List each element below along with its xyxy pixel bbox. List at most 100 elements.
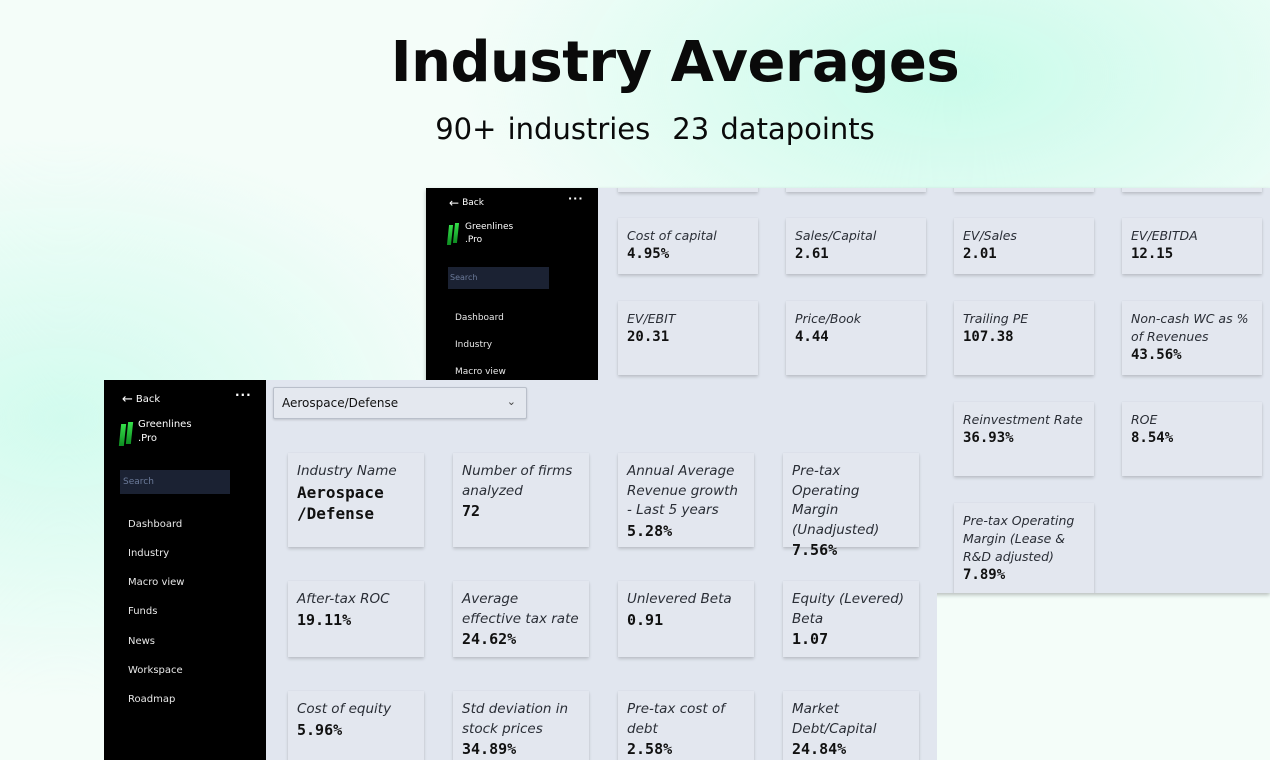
industry-select-value: Aerospace/Defense — [282, 396, 399, 410]
metric-card-industry-name: Industry Name Aerospace /Defense — [288, 453, 424, 547]
sidebar-item-macro-view[interactable]: Macro view — [128, 577, 185, 588]
metric-card-market-debt-capital: Market Debt/Capital 24.84% — [783, 691, 919, 760]
metric-value: 34.89% — [462, 740, 517, 758]
metric-value: 2.58% — [627, 740, 673, 758]
sidebar-item-news[interactable]: News — [128, 636, 156, 647]
metric-card — [1122, 188, 1262, 192]
metric-value: 5.28% — [627, 521, 673, 540]
metric-label: Trailing PE — [963, 311, 1029, 326]
metric-label: Cost of equity — [297, 701, 392, 717]
more-dots-icon[interactable]: ··· — [568, 192, 584, 205]
chevron-down-icon: ⌄ — [506, 395, 516, 408]
metric-value: 4.44 — [795, 329, 829, 345]
sidebar-item-macro-view[interactable]: Macro view — [455, 367, 506, 377]
metric-card-reinvestment-rate: Reinvestment Rate 36.93% — [954, 402, 1094, 476]
metric-card-tax-rate: Average effective tax rate 24.62% — [453, 581, 589, 657]
app-window-back: ← Back ··· Greenlines .Pro Search Dashbo… — [426, 188, 1270, 593]
back-label: Back — [462, 198, 484, 208]
metric-card — [954, 188, 1094, 192]
metric-value: 19.11% — [297, 610, 352, 629]
more-dots-icon[interactable]: ··· — [235, 388, 252, 402]
metric-label: Annual Average Revenue growth - Last 5 y… — [627, 463, 738, 518]
sidebar-item-industry[interactable]: Industry — [128, 548, 170, 559]
metric-card-after-tax-roc: After-tax ROC 19.11% — [288, 581, 424, 657]
metric-label: EV/EBITDA — [1131, 228, 1198, 243]
search-input[interactable]: Search — [120, 470, 230, 494]
metric-value: 24.62% — [462, 630, 517, 648]
metric-card-pretax-margin-adjusted: Pre-tax Operating Margin (Lease & R&D ad… — [954, 503, 1094, 593]
metric-label: EV/EBIT — [627, 311, 676, 326]
metric-label: Pre-tax Operating Margin (Unadjusted) — [792, 463, 880, 538]
metric-value: Aerospace /Defense — [297, 482, 384, 523]
metric-card-levered-beta: Equity (Levered) Beta 1.07 — [783, 581, 919, 657]
brand[interactable]: Greenlines .Pro — [446, 221, 514, 247]
metric-card-unlevered-beta: Unlevered Beta 0.91 — [618, 581, 754, 657]
metric-card-price-book: Price/Book 4.44 — [786, 301, 926, 375]
metric-card-ev-sales: EV/Sales 2.01 — [954, 218, 1094, 274]
back-label: Back — [135, 394, 161, 405]
metric-card — [786, 188, 926, 192]
metric-value: 4.95% — [627, 246, 670, 262]
metric-card-sales-capital: Sales/Capital 2.61 — [786, 218, 926, 274]
metric-label: ROE — [1131, 412, 1158, 427]
brand[interactable]: Greenlines .Pro — [118, 418, 192, 446]
metric-label: After-tax ROC — [297, 591, 390, 607]
brand-suffix: .Pro — [465, 235, 483, 245]
metric-card-ev-ebit: EV/EBIT 20.31 — [618, 301, 758, 375]
metric-value: 7.56% — [792, 541, 838, 559]
metric-value: 2.61 — [795, 246, 829, 262]
sidebar-item-funds[interactable]: Funds — [128, 606, 158, 617]
back-button[interactable]: ← Back — [449, 196, 484, 210]
metric-label: Reinvestment Rate — [963, 412, 1083, 427]
brand-name: Greenlines — [138, 419, 192, 430]
metric-value: 72 — [462, 502, 481, 520]
sidebar-item-industry[interactable]: Industry — [455, 340, 493, 350]
metric-value: 7.89% — [963, 567, 1006, 583]
sidebar-item-roadmap[interactable]: Roadmap — [128, 694, 176, 705]
hero-subtitle: 90+ industries 23 datapoints — [0, 112, 1270, 146]
metric-label: EV/Sales — [963, 228, 1017, 243]
metric-value: 24.84% — [792, 740, 847, 758]
greenlines-logo — [446, 223, 460, 245]
hero-stat-datapoints: 23 datapoints — [672, 112, 875, 146]
industry-select[interactable]: Aerospace/Defense ⌄ — [273, 387, 527, 419]
metric-value: 0.91 — [627, 610, 664, 629]
greenlines-logo — [118, 422, 134, 446]
metric-card-non-cash-wc: Non-cash WC as % of Revenues 43.56% — [1122, 301, 1262, 375]
metric-label: Non-cash WC as % of Revenues — [1131, 311, 1249, 344]
metric-label: Average effective tax rate — [462, 591, 579, 627]
metric-label: Pre-tax Operating Margin (Lease & R&D ad… — [963, 513, 1075, 564]
metric-card-pretax-cost-of-debt: Pre-tax cost of debt 2.58% — [618, 691, 754, 760]
main-content: Aerospace/Defense ⌄ Industry Name Aerosp… — [266, 380, 937, 760]
metric-label: Cost of capital — [627, 228, 717, 243]
metric-label: Number of firms analyzed — [462, 463, 573, 499]
metric-value: 1.07 — [792, 630, 829, 648]
metric-label: Unlevered Beta — [627, 591, 732, 607]
metric-label: Pre-tax cost of debt — [627, 701, 726, 737]
brand-suffix: .Pro — [138, 433, 158, 444]
metric-value: 107.38 — [963, 329, 1014, 345]
metric-card-ev-ebitda: EV/EBITDA 12.15 — [1122, 218, 1262, 274]
metric-value: 36.93% — [963, 430, 1014, 446]
back-button[interactable]: ← Back — [122, 392, 160, 407]
metric-card-revenue-growth: Annual Average Revenue growth - Last 5 y… — [618, 453, 754, 547]
metric-label: Sales/Capital — [795, 228, 877, 243]
metric-card-trailing-pe: Trailing PE 107.38 — [954, 301, 1094, 375]
metric-card-cost-of-equity: Cost of equity 5.96% — [288, 691, 424, 760]
sidebar-item-dashboard[interactable]: Dashboard — [128, 519, 183, 530]
search-input[interactable]: Search — [448, 267, 549, 289]
metric-card-cost-of-capital: Cost of capital 4.95% — [618, 218, 758, 274]
sidebar: ← Back ··· Greenlines .Pro Search Dashbo… — [104, 380, 266, 760]
metric-label: Price/Book — [795, 311, 862, 326]
brand-name: Greenlines — [465, 222, 514, 232]
metric-value: 5.96% — [297, 720, 343, 739]
metric-label: Std deviation in stock prices — [462, 701, 569, 737]
app-window-front: ← Back ··· Greenlines .Pro Search Dashbo… — [104, 380, 937, 760]
arrow-left-icon: ← — [122, 392, 133, 407]
sidebar-item-workspace[interactable]: Workspace — [128, 665, 183, 676]
sidebar-item-dashboard[interactable]: Dashboard — [455, 313, 504, 323]
hero-stat-industries: 90+ industries — [435, 112, 651, 146]
metric-card — [618, 188, 758, 192]
metric-label: Equity (Levered) Beta — [792, 591, 905, 627]
metric-value: 12.15 — [1131, 246, 1174, 262]
